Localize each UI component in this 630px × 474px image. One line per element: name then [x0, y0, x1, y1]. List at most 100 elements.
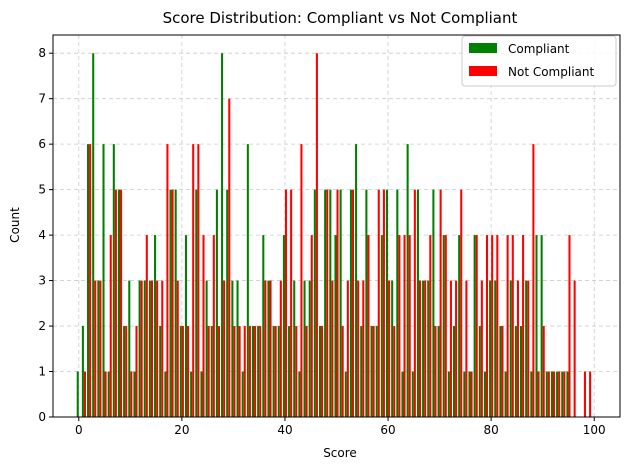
bar-compliant [380, 235, 383, 417]
bar-compliant [499, 326, 502, 417]
bar-compliant [360, 326, 363, 417]
bar-compliant [416, 189, 419, 417]
bar-compliant [143, 280, 146, 417]
bar-not-compliant [181, 326, 184, 417]
bar-not-compliant [274, 326, 277, 417]
bar-not-compliant [382, 189, 385, 417]
bar-compliant [339, 189, 342, 417]
bar-not-compliant [475, 235, 478, 417]
bar-not-compliant [104, 371, 107, 417]
bar-not-compliant [403, 235, 406, 417]
bar-compliant [262, 235, 265, 417]
bar-not-compliant [310, 235, 313, 417]
bar-compliant [385, 189, 389, 417]
bar-not-compliant [516, 280, 519, 417]
bar-compliant [267, 280, 270, 417]
bar-not-compliant [444, 235, 447, 417]
bar-not-compliant [259, 326, 262, 417]
bar-compliant [112, 144, 115, 417]
bar-compliant [375, 326, 378, 417]
bar-compliant [138, 280, 141, 417]
bar-not-compliant [315, 53, 318, 417]
bar-not-compliant [377, 189, 380, 417]
legend-label-compliant: Compliant [508, 42, 570, 56]
y-tick-label: 1 [38, 365, 46, 379]
bar-not-compliant [449, 280, 452, 417]
bar-compliant [566, 371, 569, 417]
bar-compliant [530, 371, 533, 417]
bar-not-compliant [300, 144, 303, 417]
bar-not-compliant [171, 189, 174, 417]
bar-compliant [133, 371, 136, 417]
bar-compliant [370, 326, 373, 417]
bar-compliant [76, 371, 79, 417]
bar-compliant [494, 280, 497, 417]
bar-not-compliant [583, 371, 586, 417]
bar-not-compliant [233, 326, 236, 417]
bar-compliant [236, 280, 239, 417]
bar-compliant [447, 371, 450, 417]
bar-not-compliant [413, 189, 416, 417]
y-tick-label: 0 [38, 410, 46, 424]
bar-not-compliant [217, 326, 221, 417]
bar-compliant [458, 235, 461, 417]
bar-not-compliant [367, 235, 370, 417]
bar-compliant [308, 280, 311, 417]
bar-compliant [159, 326, 162, 417]
plot-frame [52, 34, 621, 418]
chart-title: Score Distribution: Compliant vs Not Com… [163, 9, 518, 27]
bar-not-compliant [192, 144, 195, 417]
legend-swatch-not-compliant [469, 66, 497, 76]
bar-not-compliant [187, 326, 190, 417]
bar-not-compliant [321, 326, 324, 417]
x-axis-label: Score [323, 446, 357, 460]
legend: Compliant Not Compliant [461, 35, 617, 87]
bar-compliant [205, 280, 208, 417]
bar-not-compliant [125, 326, 128, 417]
bar-not-compliant [547, 371, 550, 417]
bar-compliant [355, 144, 358, 417]
bar-compliant [349, 189, 352, 417]
bar-not-compliant [269, 280, 272, 417]
bar-not-compliant [341, 326, 344, 417]
y-tick-label: 6 [38, 137, 46, 151]
bar-compliant [473, 235, 476, 417]
bar-compliant [514, 326, 517, 417]
bar-compliant [195, 189, 198, 417]
x-tick-label: 80 [483, 423, 498, 437]
bar-not-compliant [573, 280, 576, 417]
bar-compliant [504, 371, 507, 417]
bar-not-compliant [166, 144, 169, 417]
bar-not-compliant [176, 280, 179, 417]
y-tick-label: 7 [38, 92, 46, 106]
bar-not-compliant [326, 189, 329, 417]
bar-compliant [226, 189, 229, 417]
bar-not-compliant [439, 189, 442, 417]
bar-not-compliant [150, 280, 153, 417]
bar-compliant [148, 280, 151, 417]
x-tick-label: 0 [75, 423, 83, 437]
bar-not-compliant [140, 280, 143, 417]
bar-not-compliant [89, 144, 92, 417]
bar-not-compliant [279, 280, 282, 417]
bar-compliant [535, 235, 538, 417]
bar-not-compliant [161, 280, 164, 417]
bar-compliant [97, 280, 100, 417]
bar-not-compliant [331, 280, 334, 417]
bar-compliant [520, 326, 523, 417]
bar-not-compliant [418, 280, 422, 417]
bar-compliant [318, 326, 322, 417]
bar-compliant [251, 326, 255, 417]
x-tick-label: 20 [174, 423, 189, 437]
bar-compliant [489, 280, 492, 417]
y-tick-label: 5 [38, 183, 46, 197]
bar-compliant [117, 189, 121, 417]
bar-compliant [174, 189, 177, 417]
bar-compliant [561, 371, 564, 417]
bar-not-compliant [207, 326, 210, 417]
bar-compliant [463, 371, 466, 417]
bar-compliant [154, 235, 157, 417]
legend-swatch-compliant [469, 43, 497, 53]
bar-compliant [324, 189, 327, 417]
